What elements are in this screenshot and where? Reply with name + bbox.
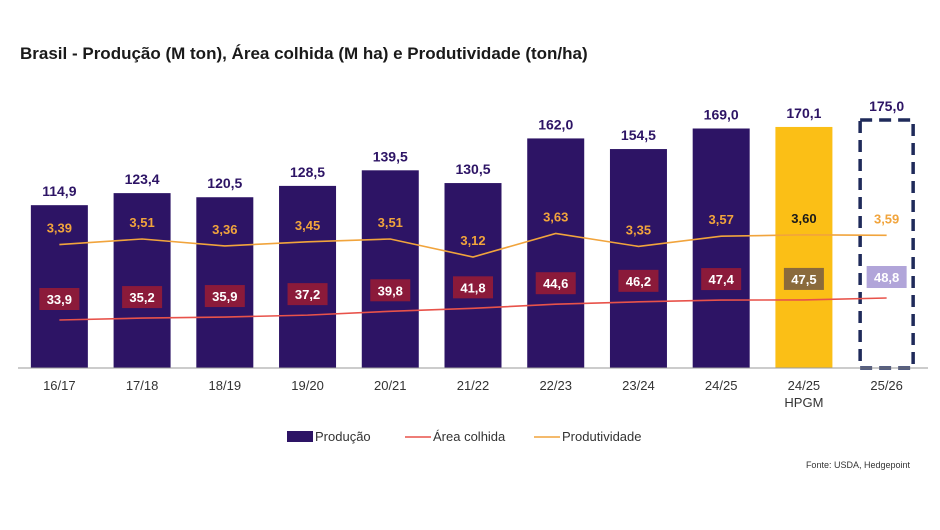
bar (279, 185, 337, 368)
bar-value-label: 169,0 (704, 107, 739, 123)
bar (361, 170, 419, 368)
productivity-label: 3,45 (295, 218, 320, 233)
area-label-box (535, 272, 576, 295)
productivity-label: 3,39 (47, 221, 72, 236)
bar (196, 197, 254, 368)
x-tick-label: 17/18 (126, 378, 159, 393)
bar-value-label: 128,5 (290, 164, 325, 180)
x-tick-label: 18/19 (209, 378, 242, 393)
x-tick-label: 16/17 (43, 378, 76, 393)
bar-value-label: 114,9 (42, 183, 76, 199)
area-label-box (783, 267, 824, 290)
area-label-box (204, 285, 245, 308)
bar-value-label: 162,0 (538, 116, 573, 132)
bar-value-label: 123,4 (125, 171, 160, 187)
chart-source: Fonte: USDA, Hedgepoint (805, 460, 910, 470)
bar-value-label: 154,5 (621, 127, 656, 143)
area-label-box (39, 288, 80, 310)
area-label: 35,2 (129, 290, 154, 305)
area-label-box (618, 269, 659, 292)
bar (527, 138, 585, 368)
legend-swatch-producao (287, 431, 313, 442)
x-tick-label: HPGM (784, 395, 823, 410)
area-label-box (287, 283, 328, 306)
productivity-label: 3,57 (709, 212, 734, 227)
area-label: 33,9 (47, 292, 72, 307)
area-label-box (701, 268, 742, 291)
legend-label-produtividade: Produtividade (562, 429, 642, 444)
x-tick-label: 20/21 (374, 378, 407, 393)
area-label-box (866, 266, 907, 288)
productivity-label: 3,51 (378, 215, 403, 230)
bar (113, 193, 171, 368)
bar (692, 128, 750, 368)
bar-value-label: 139,5 (373, 148, 408, 164)
area-label: 35,9 (212, 289, 237, 304)
bar-value-label: 130,5 (455, 161, 490, 177)
bar (444, 183, 502, 368)
x-tick-label: 22/23 (539, 378, 572, 393)
x-tick-label: 19/20 (291, 378, 324, 393)
area-label: 46,2 (626, 274, 651, 289)
productivity-label: 3,51 (129, 215, 154, 230)
legend-label-producao: Produção (315, 429, 371, 444)
x-tick-label: 25/26 (870, 378, 903, 393)
productivity-label: 3,35 (626, 222, 651, 237)
legend-label-area: Área colhida (433, 429, 506, 444)
area-label-box (122, 286, 163, 309)
x-tick-label: 24/25 (788, 378, 821, 393)
bar (775, 126, 833, 368)
area-label: 48,8 (874, 270, 899, 285)
area-label-box (370, 279, 411, 302)
x-tick-label: 24/25 (705, 378, 738, 393)
bar-value-label: 170,1 (786, 105, 821, 121)
area-label: 41,8 (460, 280, 485, 295)
bar-value-label: 175,0 (869, 98, 904, 114)
x-tick-label: 23/24 (622, 378, 655, 393)
productivity-label: 3,12 (460, 233, 485, 248)
area-label: 47,5 (791, 272, 816, 287)
bar-projection (858, 118, 915, 370)
area-label-box (453, 276, 493, 299)
productivity-label: 3,60 (791, 211, 816, 226)
area-label: 44,6 (543, 276, 568, 291)
chart-title: Brasil - Produção (M ton), Área colhida … (20, 44, 588, 63)
productivity-label: 3,59 (874, 211, 899, 226)
productivity-label: 3,63 (543, 209, 568, 224)
x-tick-label: 21/22 (457, 378, 490, 393)
area-label: 47,4 (709, 272, 735, 287)
bar (609, 149, 667, 368)
bar (30, 205, 88, 368)
productivity-line (59, 232, 887, 258)
bar-value-label: 120,5 (207, 175, 242, 191)
area-line (59, 297, 887, 321)
area-label: 37,2 (295, 287, 320, 302)
area-label: 39,8 (378, 283, 403, 298)
productivity-label: 3,36 (212, 222, 237, 237)
